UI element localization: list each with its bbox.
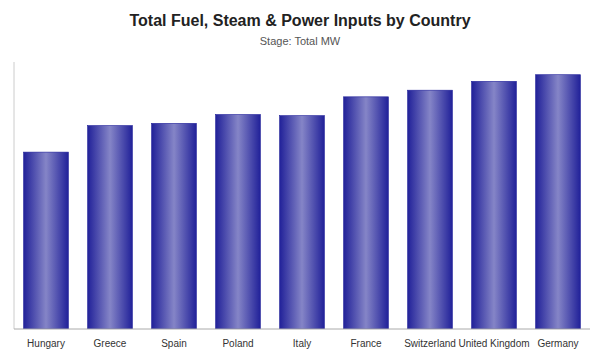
x-axis-line (14, 329, 590, 330)
x-tick-label: France (350, 338, 382, 349)
bar (24, 152, 69, 329)
bar (280, 116, 325, 329)
bar (344, 97, 389, 329)
x-tick-label: Greece (94, 338, 127, 349)
x-tick-label: Germany (537, 338, 578, 349)
bar (216, 115, 261, 329)
bar (536, 75, 581, 329)
y-axis-line (14, 62, 15, 329)
x-tick-label: Spain (161, 338, 187, 349)
x-tick-label: Poland (222, 338, 253, 349)
x-tick-label: Switzerland (404, 338, 456, 349)
title: Total Fuel, Steam & Power Inputs by Coun… (129, 12, 470, 29)
bars (24, 75, 581, 329)
x-tick-label: Hungary (27, 338, 65, 349)
subtitle: Stage: Total MW (260, 35, 341, 47)
bar (152, 123, 197, 329)
x-tick-label: United Kingdom (458, 338, 529, 349)
bar (472, 81, 517, 329)
chart: Total Fuel, Steam & Power Inputs by Coun… (0, 0, 600, 363)
bar (88, 126, 133, 329)
x-tick-label: Italy (293, 338, 311, 349)
bar (408, 90, 453, 329)
